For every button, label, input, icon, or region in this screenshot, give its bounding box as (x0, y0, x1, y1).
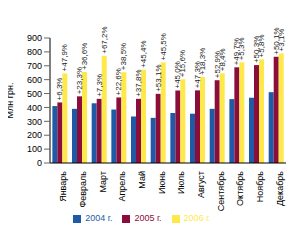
svg-text:Сентябрь: Сентябрь (216, 171, 226, 212)
svg-text:800: 800 (27, 47, 42, 57)
svg-text:+6,3%: +6,3% (55, 78, 64, 101)
svg-text:700: 700 (27, 61, 42, 71)
svg-text:+67,2%: +67,2% (100, 26, 109, 53)
svg-text:+18,3%: +18,3% (198, 48, 207, 75)
svg-text:Март: Март (98, 171, 108, 193)
svg-text:600: 600 (27, 75, 42, 85)
svg-text:100: 100 (27, 144, 42, 154)
html-text:2004 г.: 2004 г. (85, 213, 113, 223)
svg-text:+7,3%: +7,3% (95, 74, 104, 97)
svg-text:Декабрь: Декабрь (275, 171, 285, 206)
svg-text:300: 300 (27, 117, 42, 127)
svg-text:+5,3%: +5,3% (237, 37, 246, 60)
svg-text:+36,6%: +36,6% (80, 43, 89, 70)
svg-text:Апрель: Апрель (117, 171, 127, 202)
svg-text:+45,4%: +45,4% (139, 40, 148, 67)
svg-text:+8,4%: +8,4% (218, 48, 227, 71)
svg-text:+3,1%: +3,1% (277, 29, 286, 52)
svg-text:+22,6%: +22,6% (114, 68, 123, 95)
svg-text:+5,8%: +5,8% (257, 34, 266, 57)
svg-text:+53,1%: +53,1% (154, 64, 163, 91)
html-text:2006 г.: 2006 г. (183, 213, 211, 223)
html-text:2005 г.: 2005 г. (134, 213, 162, 223)
svg-text:Июнь: Июнь (157, 171, 167, 194)
svg-text:Октябрь: Октябрь (235, 171, 245, 206)
svg-text:Август: Август (196, 171, 206, 198)
svg-text:Июль: Июль (176, 171, 186, 194)
svg-text:Май: Май (137, 171, 147, 189)
svg-text:200: 200 (27, 130, 42, 140)
svg-text:+47,9%: +47,9% (60, 44, 69, 71)
svg-text:500: 500 (27, 89, 42, 99)
svg-text:0: 0 (37, 158, 42, 168)
svg-text:Январь: Январь (58, 171, 68, 202)
svg-text:+37,8%: +37,8% (134, 69, 143, 96)
svg-text:Млн грн.: Млн грн. (8, 83, 15, 119)
svg-text:Февраль: Февраль (78, 171, 88, 208)
svg-text:+45,5%: +45,5% (159, 33, 168, 60)
svg-text:+38,5%: +38,5% (119, 43, 128, 70)
svg-text:900: 900 (27, 33, 42, 43)
svg-text:+15,6%: +15,6% (178, 50, 187, 77)
svg-text:Ноябрь: Ноябрь (255, 171, 265, 203)
svg-text:+23,3%: +23,3% (75, 67, 84, 94)
svg-text:400: 400 (27, 103, 42, 113)
